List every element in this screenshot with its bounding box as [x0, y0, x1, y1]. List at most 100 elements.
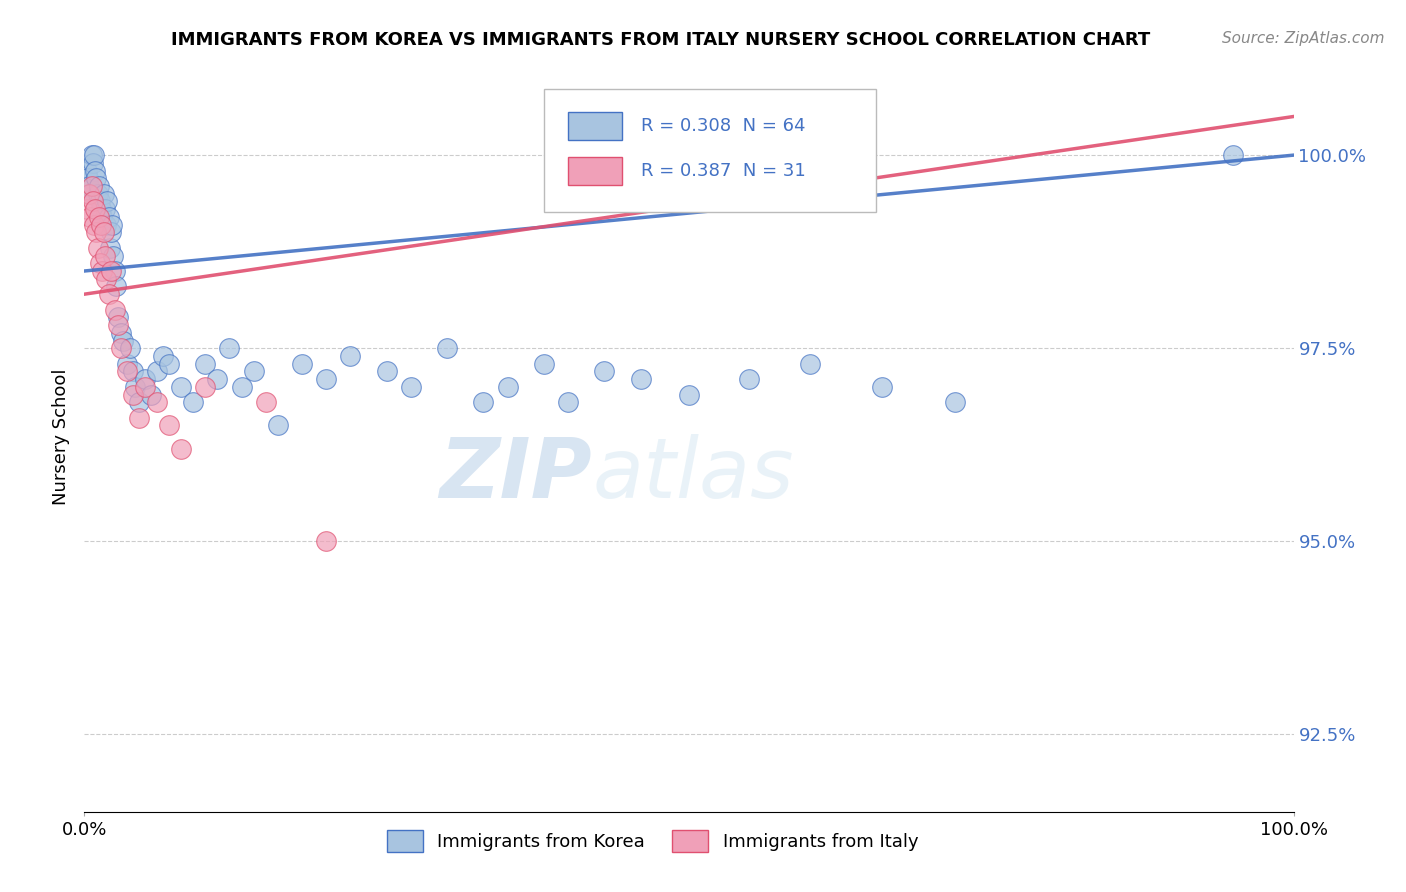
- Legend: Immigrants from Korea, Immigrants from Italy: Immigrants from Korea, Immigrants from I…: [380, 822, 925, 859]
- Point: [110, 326, 132, 340]
- Point: [630, 372, 652, 386]
- Point: [134, 380, 156, 394]
- Point: [157, 357, 180, 371]
- Point: [89, 256, 111, 270]
- Point: [124, 380, 146, 394]
- Point: [104, 279, 127, 293]
- Point: [104, 302, 127, 317]
- Bar: [568, 112, 623, 140]
- Point: [557, 395, 579, 409]
- Point: [100, 264, 122, 278]
- Point: [84, 202, 107, 217]
- Point: [533, 357, 555, 371]
- Point: [76, 163, 98, 178]
- Point: [399, 380, 422, 394]
- Point: [87, 179, 110, 194]
- Point: [77, 179, 100, 194]
- Point: [678, 387, 700, 401]
- Point: [943, 395, 966, 409]
- Point: [93, 226, 115, 240]
- Point: [104, 264, 127, 278]
- Point: [157, 418, 180, 433]
- Point: [267, 418, 290, 433]
- Point: [115, 357, 138, 371]
- Point: [242, 364, 264, 378]
- Point: [77, 186, 100, 201]
- Point: [90, 218, 112, 232]
- Point: [107, 310, 129, 325]
- Point: [134, 372, 156, 386]
- Point: [86, 226, 108, 240]
- Text: Source: ZipAtlas.com: Source: ZipAtlas.com: [1222, 31, 1385, 46]
- Point: [91, 264, 114, 278]
- Point: [87, 210, 110, 224]
- Point: [82, 156, 104, 170]
- Point: [91, 210, 114, 224]
- Point: [80, 148, 103, 162]
- Text: atlas: atlas: [592, 434, 794, 515]
- Point: [107, 318, 129, 332]
- Point: [181, 395, 204, 409]
- Point: [799, 357, 821, 371]
- Point: [100, 226, 122, 240]
- Point: [231, 380, 253, 394]
- Point: [291, 357, 314, 371]
- Point: [194, 380, 217, 394]
- Point: [93, 186, 115, 201]
- Point: [375, 364, 398, 378]
- Point: [86, 241, 108, 255]
- Y-axis label: Nursery School: Nursery School: [52, 368, 70, 506]
- Point: [80, 179, 103, 194]
- Point: [98, 241, 121, 255]
- Point: [339, 349, 361, 363]
- Point: [146, 364, 169, 378]
- Point: [94, 218, 117, 232]
- Point: [139, 387, 162, 401]
- Text: IMMIGRANTS FROM KOREA VS IMMIGRANTS FROM ITALY NURSERY SCHOOL CORRELATION CHART: IMMIGRANTS FROM KOREA VS IMMIGRANTS FROM…: [172, 31, 1150, 49]
- Point: [112, 334, 135, 348]
- Point: [86, 186, 108, 201]
- Point: [86, 171, 108, 186]
- Point: [77, 171, 100, 186]
- Point: [872, 380, 894, 394]
- Point: [170, 442, 193, 456]
- Point: [89, 194, 111, 209]
- Point: [152, 349, 174, 363]
- Point: [146, 395, 169, 409]
- Point: [436, 341, 458, 355]
- Point: [97, 287, 120, 301]
- Point: [94, 248, 117, 262]
- Point: [94, 202, 117, 217]
- Point: [110, 341, 132, 355]
- Point: [121, 364, 143, 378]
- Point: [496, 380, 519, 394]
- Point: [82, 194, 104, 209]
- Point: [120, 341, 142, 355]
- Point: [128, 410, 150, 425]
- Point: [76, 202, 98, 217]
- FancyBboxPatch shape: [544, 88, 876, 212]
- Point: [128, 395, 150, 409]
- Point: [94, 271, 117, 285]
- Point: [315, 372, 337, 386]
- Text: R = 0.387  N = 31: R = 0.387 N = 31: [641, 162, 806, 180]
- Point: [79, 186, 101, 201]
- Point: [254, 395, 277, 409]
- Point: [83, 218, 105, 232]
- Bar: [568, 157, 623, 186]
- Text: R = 0.308  N = 64: R = 0.308 N = 64: [641, 117, 806, 135]
- Point: [83, 148, 105, 162]
- Point: [738, 372, 761, 386]
- Point: [593, 364, 616, 378]
- Point: [96, 194, 118, 209]
- Point: [218, 341, 240, 355]
- Point: [90, 202, 112, 217]
- Point: [101, 218, 124, 232]
- Point: [194, 357, 217, 371]
- Point: [103, 248, 125, 262]
- Text: ZIP: ZIP: [440, 434, 592, 515]
- Point: [115, 364, 138, 378]
- Point: [170, 380, 193, 394]
- Point: [84, 163, 107, 178]
- Point: [315, 534, 337, 549]
